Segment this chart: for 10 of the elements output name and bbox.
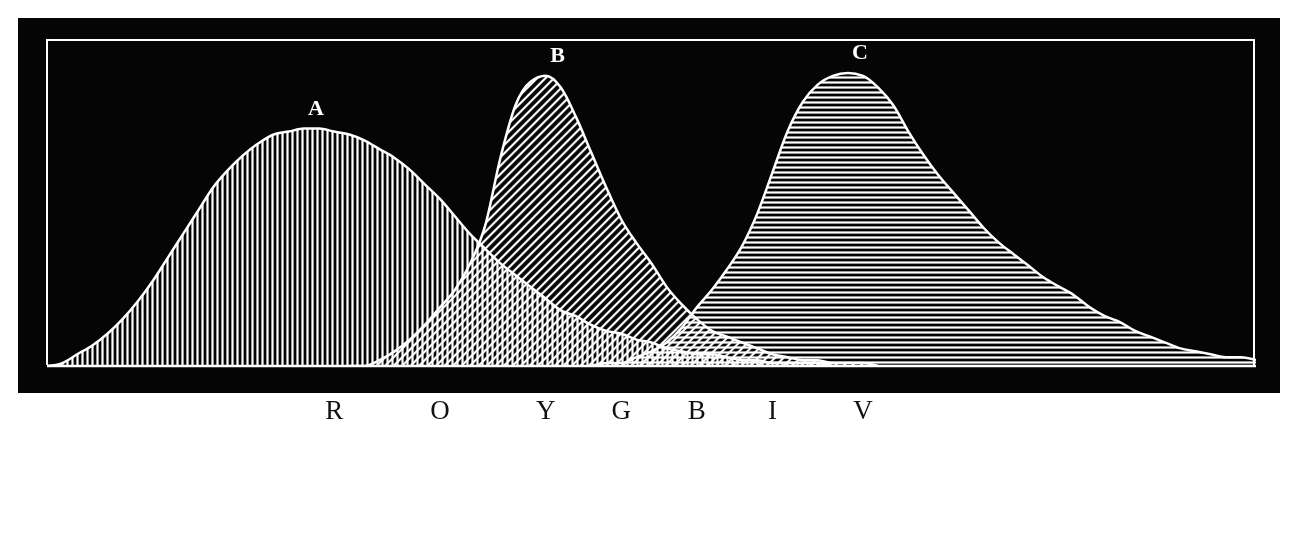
series-label: B [550,41,566,67]
x-tick-label: O [430,395,450,426]
series-label: A [307,94,324,120]
series-label: C [852,38,868,64]
x-tick-label: B [687,395,706,426]
x-tick-label: I [767,395,777,426]
x-tick-label: G [611,395,632,426]
x-tick-label: R [325,395,344,426]
x-tick-label: Y [535,395,556,426]
x-tick-label: V [853,395,874,426]
